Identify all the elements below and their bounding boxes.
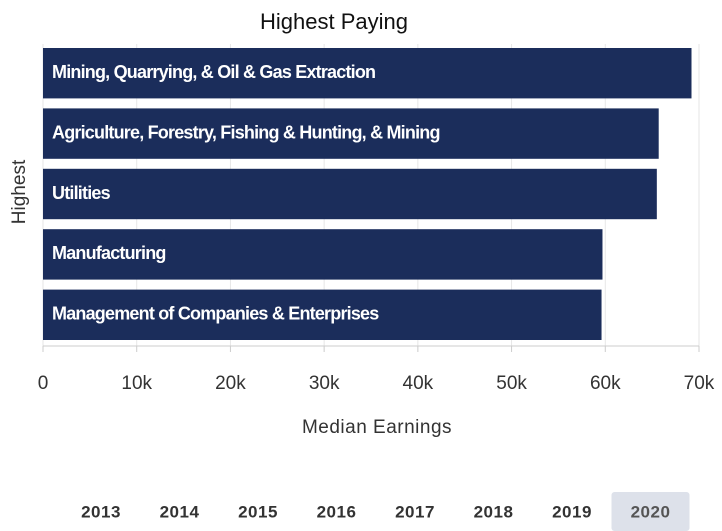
bar-label: Management of Companies & Enterprises — [52, 304, 379, 324]
x-tick-label: 10k — [121, 373, 152, 394]
year-button[interactable]: 2019 — [552, 502, 592, 521]
bar-label: Manufacturing — [52, 243, 166, 263]
chart-title: Highest Paying — [260, 9, 408, 34]
bar — [43, 289, 602, 340]
year-highlight — [611, 492, 690, 531]
y-axis-label: Highest — [9, 159, 30, 224]
x-tick-label: 0 — [38, 373, 49, 394]
x-tick-label: 20k — [215, 373, 246, 394]
bar-label: Agriculture, Forestry, Fishing & Hunting… — [52, 122, 440, 142]
year-button[interactable]: 2016 — [317, 502, 357, 521]
x-tick-label: 30k — [309, 373, 340, 394]
bar — [43, 48, 692, 99]
x-axis-label: Median Earnings — [302, 417, 452, 438]
bar — [43, 108, 659, 159]
x-tick-label: 60k — [590, 373, 621, 394]
year-button[interactable]: 2018 — [474, 502, 514, 521]
year-button[interactable]: 2020 — [631, 502, 671, 521]
x-tick-label: 40k — [403, 373, 434, 394]
x-tick-label: 70k — [684, 373, 715, 394]
bar — [43, 168, 657, 220]
year-button[interactable]: 2017 — [395, 502, 435, 521]
bar-label: Mining, Quarrying, & Oil & Gas Extractio… — [52, 62, 375, 82]
year-button[interactable]: 2015 — [238, 502, 278, 521]
x-tick-label: 50k — [496, 373, 527, 394]
year-button[interactable]: 2013 — [81, 502, 121, 521]
year-button[interactable]: 2014 — [160, 502, 200, 521]
bar — [43, 229, 603, 280]
bar-label: Utilities — [52, 183, 111, 203]
